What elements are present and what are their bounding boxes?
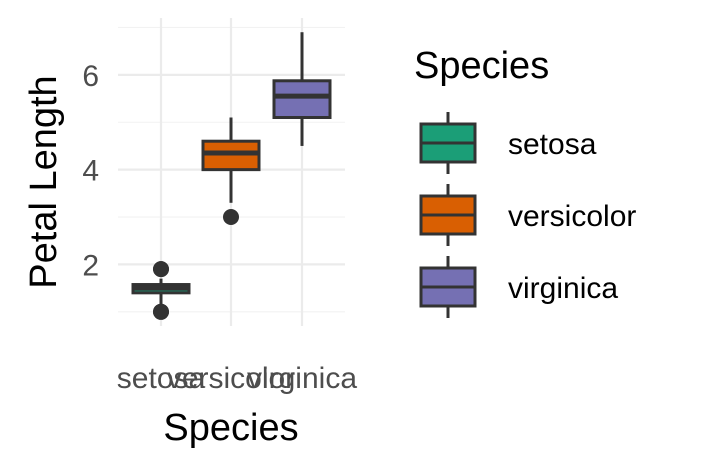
box-body (272, 79, 332, 120)
box-versicolor (201, 117, 261, 226)
y-tick-label: 6 (82, 60, 99, 93)
legend-item-virginica: virginica (419, 256, 618, 318)
boxes-layer (131, 32, 332, 320)
outlier-point (153, 303, 169, 320)
y-tick-labels: 2 4 6 (82, 60, 99, 283)
box-virginica (272, 32, 332, 146)
outlier-point (223, 209, 239, 226)
y-tick-label: 4 (82, 155, 99, 188)
box-setosa (131, 261, 191, 320)
legend-label: setosa (508, 128, 597, 161)
legend-items: setosa versicolor virginica (419, 112, 636, 318)
legend-item-versicolor: versicolor (419, 184, 636, 246)
legend-label: versicolor (508, 200, 636, 233)
legend-label: virginica (508, 272, 618, 305)
y-axis-title: Petal Length (23, 75, 65, 288)
outlier-point (153, 261, 169, 278)
legend: Species setosa versicolor virginica (414, 45, 636, 318)
x-tick-label-virginica: virginica (247, 362, 357, 395)
x-tick-label-setosa: setosa (117, 362, 206, 395)
legend-item-setosa: setosa (419, 112, 597, 174)
x-axis-title: Species (163, 407, 298, 449)
x-tick-label-versicolor: versicolor (167, 362, 295, 395)
legend-title: Species (414, 45, 549, 87)
y-tick-label: 2 (82, 249, 99, 282)
